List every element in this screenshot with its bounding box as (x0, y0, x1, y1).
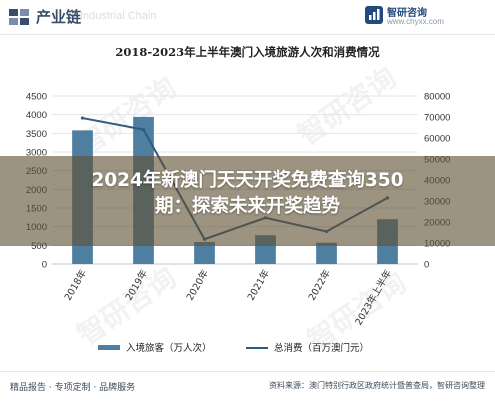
y-left-tick-label: 0 (42, 260, 47, 271)
legend-line-label: 总消费（百万澳门元） (274, 343, 370, 354)
y-right-tick-label: 70000 (424, 113, 450, 124)
top-bar: 产业链 Industrial Chain 智研咨询 www.chyxx.com (0, 0, 495, 35)
footer: 精品报告 · 专项定制 · 品牌服务 资料来源：澳门特别行政区政府统计暨普查局，… (0, 371, 495, 401)
y-left-tick-label: 4500 (26, 92, 47, 103)
headline-line-1: 2024年新澳门天天开奖免费查询350 (91, 170, 404, 191)
x-tick-label: 2020年 (184, 267, 211, 303)
legend-bar-swatch (98, 345, 120, 350)
brand-logo-icon (365, 6, 383, 24)
line-point (80, 116, 85, 120)
legend-line-swatch (246, 347, 268, 349)
footer-source: 资料来源：澳门特别行政区政府统计暨普查局，智研咨询整理 (269, 381, 485, 390)
y-left-tick-label: 3500 (26, 129, 47, 140)
legend: 入境旅客（万人次） 总消费（百万澳门元） (0, 340, 495, 356)
bar (316, 242, 337, 264)
chart-title: 2018-2023年上半年澳门入境旅游人次和消费情况 (115, 45, 380, 59)
footer-services: 精品报告 · 专项定制 · 品牌服务 (10, 383, 136, 393)
industry-chain-logo-icon (9, 9, 29, 25)
y-left-tick-label: 500 (31, 241, 47, 252)
y-right-tick-label: 60000 (424, 134, 450, 145)
x-tick-label: 2022年 (306, 267, 333, 303)
headline-line-2: 期：探索未来开奖趋势 (154, 196, 340, 217)
bar (194, 241, 215, 264)
y-left-tick-label: 3000 (26, 148, 47, 159)
x-tick-label: 2023年上半年 (353, 267, 395, 327)
headline-overlay (0, 156, 495, 246)
brand-name: 智研咨询 (387, 8, 427, 19)
x-tick-label: 2021年 (245, 267, 272, 303)
x-tick-label: 2018年 (62, 267, 89, 303)
headline-text: 2024年新澳门天天开奖免费查询350 期：探索未来开奖趋势 (0, 168, 495, 220)
y-right-tick-label: 80000 (424, 92, 450, 103)
brand-url: www.chyxx.com (387, 17, 444, 26)
legend-bar-label: 入境旅客（万人次） (126, 343, 212, 354)
x-tick-label: 2019年 (123, 267, 150, 303)
line-point (141, 128, 146, 132)
y-left-tick-label: 4000 (26, 110, 47, 121)
y-right-tick-label: 0 (424, 260, 429, 271)
brand-block: 智研咨询 www.chyxx.com (365, 4, 485, 30)
category-title: 产业链 (36, 8, 82, 26)
header-watermark: Industrial Chain (80, 10, 157, 22)
